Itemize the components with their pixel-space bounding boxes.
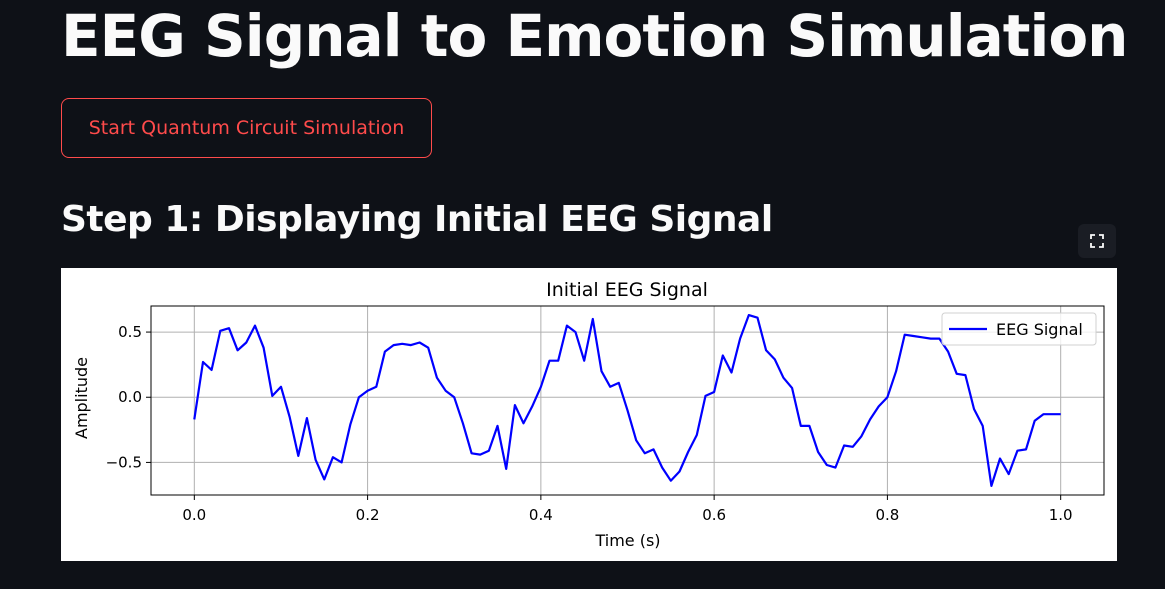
y-tick-label: −0.5 [106, 453, 142, 471]
x-tick-label: 0.8 [875, 506, 899, 524]
series-layer [193, 313, 1061, 487]
y-tick-label: 0.5 [118, 323, 142, 341]
legend: EEG Signal [941, 312, 1097, 346]
plot-frame [150, 305, 1105, 496]
legend-label: EEG Signal [996, 320, 1083, 339]
x-tick-label: 0.0 [182, 506, 206, 524]
step1-heading: Step 1: Displaying Initial EEG Signal [61, 199, 773, 240]
x-tick-label: 1.0 [1049, 506, 1073, 524]
chart-title: Initial EEG Signal [546, 279, 708, 301]
legend-box [941, 312, 1097, 346]
page-title: EEG Signal to Emotion Simulation [61, 2, 1128, 70]
eeg-signal-line [193, 313, 1061, 487]
y-tick-label: 0.0 [118, 388, 142, 406]
x-tick-label: 0.6 [702, 506, 726, 524]
fullscreen-button[interactable] [1078, 224, 1116, 258]
x-tick-label: 0.2 [356, 506, 380, 524]
y-axis-label: Amplitude [72, 357, 91, 439]
tick-layer: 0.0 0.2 0.4 0.6 0.8 1.0 −0.5 0.0 0.5 [106, 323, 1073, 524]
eeg-chart-svg: 0.0 0.2 0.4 0.6 0.8 1.0 −0.5 0.0 0.5 Initial EEG… [72, 279, 1105, 550]
eeg-chart: 0.0 0.2 0.4 0.6 0.8 1.0 −0.5 0.0 0.5 Initial EEG… [61, 268, 1117, 561]
x-axis-label: Time (s) [594, 531, 660, 550]
x-tick-label: 0.4 [529, 506, 553, 524]
start-quantum-simulation-button[interactable]: Start Quantum Circuit Simulation [61, 98, 432, 158]
fullscreen-icon [1090, 234, 1104, 248]
